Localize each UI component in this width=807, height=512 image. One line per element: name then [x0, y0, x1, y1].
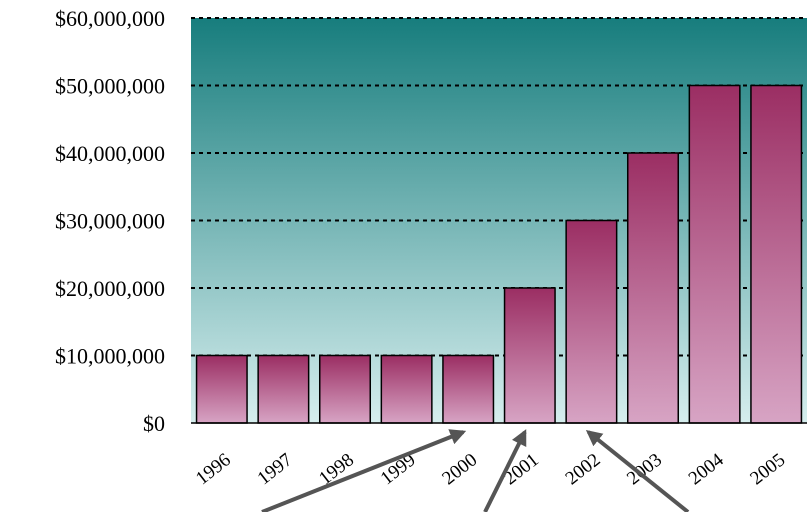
x-tick-label: 2003: [623, 449, 666, 489]
annotation-arrows: [261, 429, 690, 512]
y-tick-label: $20,000,000: [55, 276, 165, 301]
y-tick-label: $0: [143, 411, 165, 436]
x-tick-label: 1996: [192, 449, 235, 489]
x-tick-label: 1999: [377, 449, 420, 489]
arrow-to-2002: [585, 429, 690, 512]
y-axis: $0 $10,000,000 $20,000,000 $30,000,000 $40,0…: [55, 6, 165, 436]
bar-2001: [503, 287, 556, 424]
x-tick-label: 2002: [562, 449, 605, 489]
bar-2002: [565, 219, 618, 424]
x-tick-label: 2005: [746, 449, 789, 489]
bar-1996: [195, 354, 248, 424]
arrow-to-2000: [261, 429, 467, 512]
y-tick-label: $60,000,000: [55, 6, 165, 31]
bar-2000: [442, 354, 495, 424]
y-tick-label: $40,000,000: [55, 141, 165, 166]
bar-1997: [257, 354, 310, 424]
x-tick-label: 2004: [685, 449, 728, 489]
bar-2003: [626, 152, 680, 424]
x-tick-label: 1997: [254, 449, 297, 489]
x-tick-label: 2000: [438, 449, 481, 489]
bar-2005: [750, 84, 803, 424]
bar-1999: [380, 354, 433, 424]
bar-2004: [688, 84, 741, 424]
y-tick-label: $10,000,000: [55, 344, 165, 369]
y-tick-label: $50,000,000: [55, 74, 165, 99]
bars: [195, 84, 803, 424]
y-tick-label: $30,000,000: [55, 209, 165, 234]
bar-1998: [318, 354, 372, 424]
arrow-to-2001: [483, 429, 527, 512]
